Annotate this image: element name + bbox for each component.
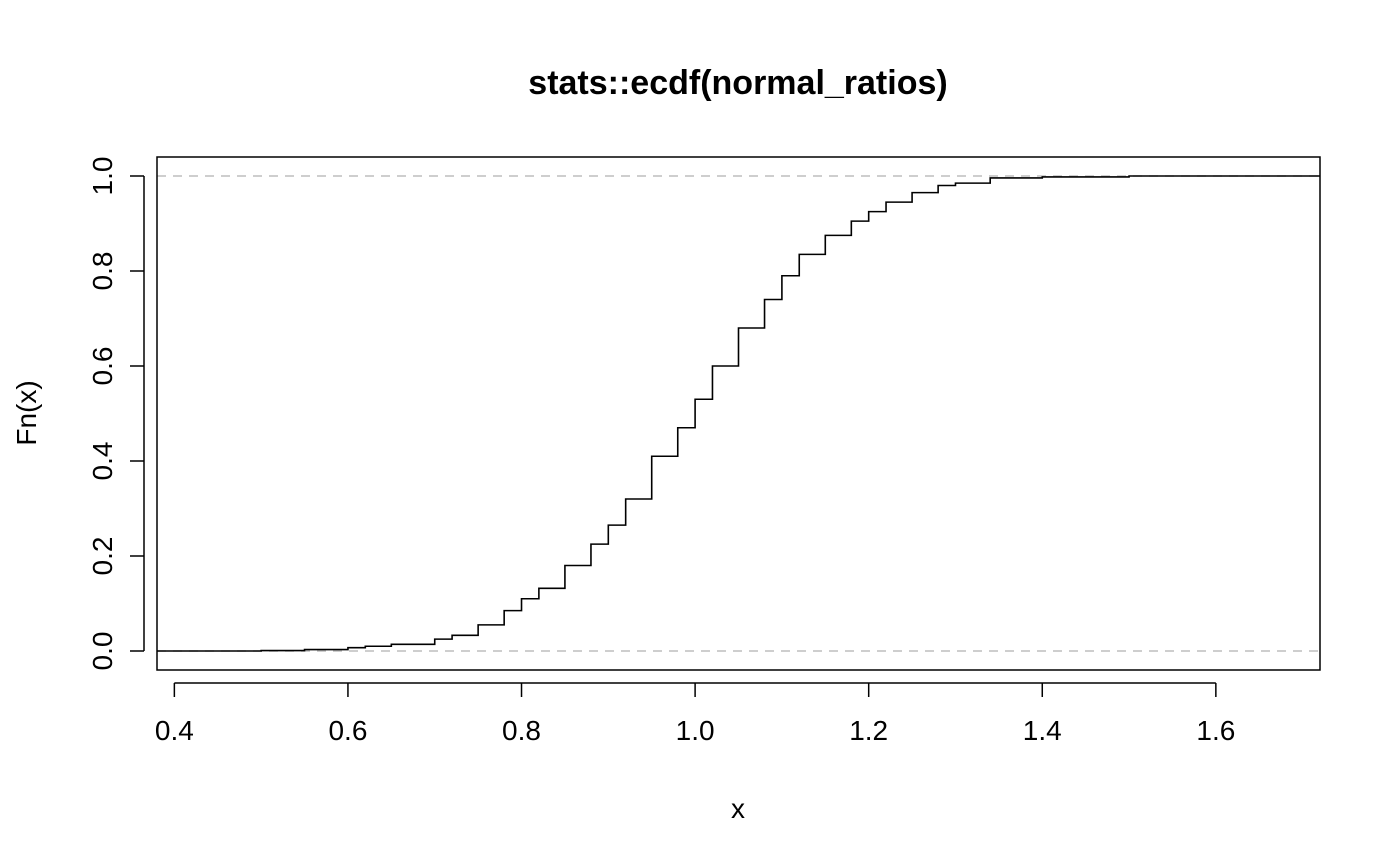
y-tick-label-3: 0.6	[87, 347, 118, 386]
x-tick-label-6: 1.6	[1196, 715, 1235, 746]
x-axis-label: x	[731, 793, 745, 824]
x-tick-label-0: 0.4	[155, 715, 194, 746]
plot-frame	[156, 156, 1321, 671]
x-tick-label-4: 1.2	[849, 715, 888, 746]
y-tick-label-4: 0.8	[87, 252, 118, 291]
y-axis: 0.0 0.2 0.4 0.6 0.8 1.0	[87, 157, 145, 671]
x-tick-label-3: 1.0	[676, 715, 715, 746]
y-tick-label-2: 0.4	[87, 442, 118, 481]
x-axis: 0.4 0.6 0.8 1.0 1.2 1.4 1.6	[155, 682, 1235, 746]
chart-title: stats::ecdf(normal_ratios)	[528, 64, 947, 102]
y-tick-label-0: 0.0	[87, 632, 118, 671]
x-tick-label-1: 0.6	[328, 715, 367, 746]
x-tick-label-5: 1.4	[1023, 715, 1062, 746]
y-tick-label-5: 1.0	[87, 157, 118, 196]
x-tick-label-2: 0.8	[502, 715, 541, 746]
y-tick-label-1: 0.2	[87, 537, 118, 576]
ecdf-step-line-0	[157, 175, 1320, 652]
series-layer	[157, 175, 1320, 652]
y-axis-label: Fn(x)	[11, 380, 42, 445]
reference-lines	[157, 175, 1320, 652]
